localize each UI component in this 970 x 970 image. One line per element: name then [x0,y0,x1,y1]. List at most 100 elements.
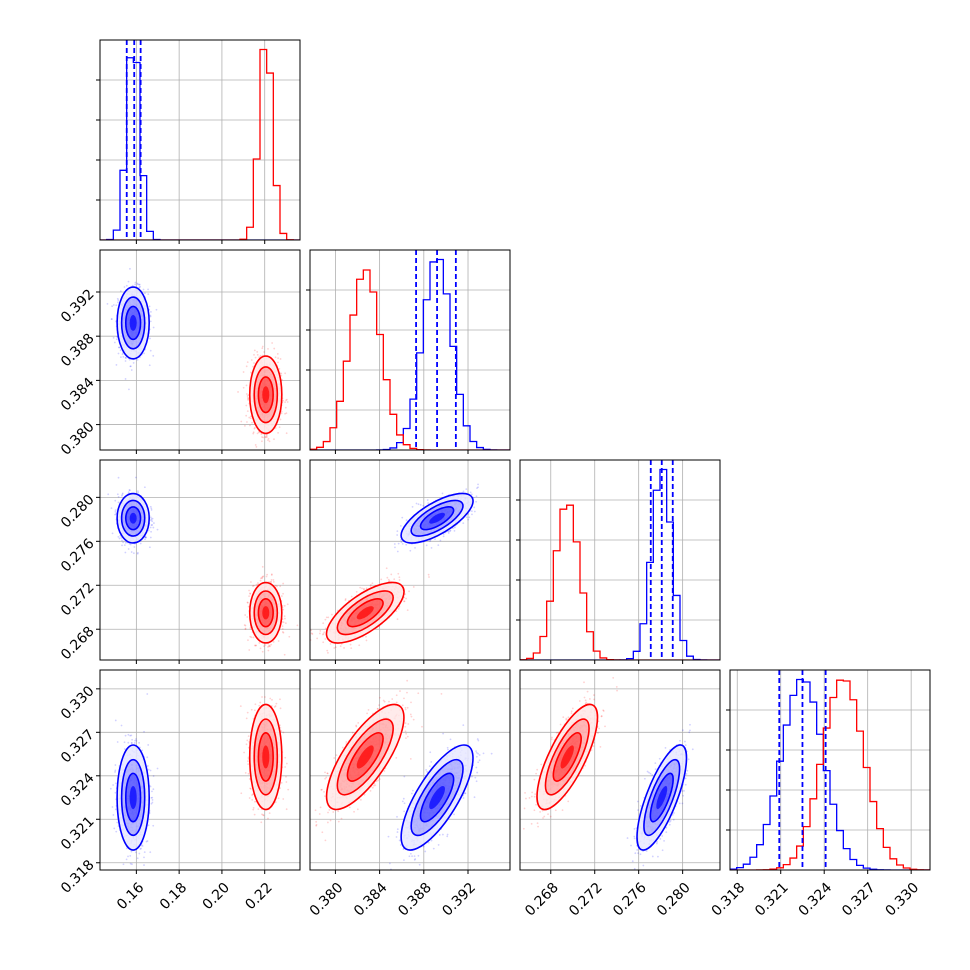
sample-point [288,635,291,638]
sample-point [127,491,130,494]
sample-point [115,364,118,366]
sample-point [247,394,250,396]
sample-point [280,595,283,597]
histogram-series-1 [310,269,510,450]
sample-point [285,412,288,415]
sample-point [248,649,251,651]
sample-point [243,424,246,427]
sample-point [397,572,400,575]
sample-point [439,539,442,542]
sample-point [136,283,139,286]
sample-point [258,356,261,358]
histogram-series-0 [100,57,300,240]
sample-point [267,437,270,440]
sample-point [129,543,132,546]
sample-point [148,305,151,308]
sample-point [475,495,478,498]
sample-point [121,492,124,495]
sample-point [253,644,256,647]
sample-point [282,631,285,634]
sample-point [142,288,145,291]
sample-point [149,526,152,529]
sample-point [251,421,253,424]
sample-point [150,518,153,520]
sample-point [150,524,153,527]
sample-point [274,427,277,429]
sample-point [156,528,159,531]
sample-point [365,635,367,638]
sample-point [128,489,131,491]
sample-point [107,493,110,496]
sample-point [281,625,284,627]
sample-point [155,308,158,311]
sample-point [271,342,274,344]
sample-point [260,433,263,436]
sample-point [148,546,151,549]
sample-point [397,542,400,545]
sample-point [149,320,152,323]
sample-point [279,585,282,588]
y-tick-label: 0.276 [58,536,98,576]
sample-point [120,494,123,497]
sample-point [122,541,124,544]
sample-point [261,577,263,580]
y-tick-label: 0.280 [58,492,98,532]
sample-point [286,603,289,606]
sample-point [252,432,255,435]
sample-point [261,347,264,350]
sample-point [267,347,269,350]
sample-point [136,551,139,554]
sample-point [282,592,284,595]
sample-point [124,378,127,380]
sample-point [396,534,399,536]
sample-point [243,624,246,626]
sample-point [285,432,288,435]
y-tick-label: 0.388 [58,331,98,371]
sample-point [281,627,284,630]
sample-point [270,643,273,646]
sample-point [248,589,250,592]
contour-level [129,512,137,524]
histogram-panel-1 [306,249,511,454]
sample-point [121,353,124,356]
sample-point [277,431,279,434]
sample-point [471,513,473,516]
sample-point [262,436,265,439]
sample-point [261,565,264,568]
sample-point [245,384,248,387]
sample-point [149,314,152,317]
sample-point [281,631,284,633]
sample-point [282,582,285,585]
sample-point [248,595,251,598]
y-tick-label: 0.380 [58,419,98,459]
sample-point [414,547,416,549]
sample-point [274,584,277,587]
sample-point [119,356,122,359]
sample-point [110,318,113,320]
sample-point [411,505,414,508]
sample-point [244,624,247,627]
sample-point [132,552,135,555]
sample-point [114,510,117,513]
sample-point [121,493,124,496]
sample-point [396,550,399,553]
sample-point [409,549,412,552]
sample-point [143,486,146,489]
sample-point [150,530,152,533]
sample-point [250,581,252,583]
sample-point [412,586,415,588]
sample-point [442,535,445,538]
sample-point [110,507,113,510]
sample-point [270,579,273,581]
sample-point [286,401,289,403]
sample-point [276,353,279,355]
sample-point [252,365,255,368]
sample-point [144,538,146,541]
sample-point [151,517,154,520]
sample-point [261,650,264,653]
sample-point [136,552,139,555]
sample-point [447,532,450,534]
sample-point [138,286,141,289]
sample-point [393,543,396,545]
sample-point [285,398,288,401]
